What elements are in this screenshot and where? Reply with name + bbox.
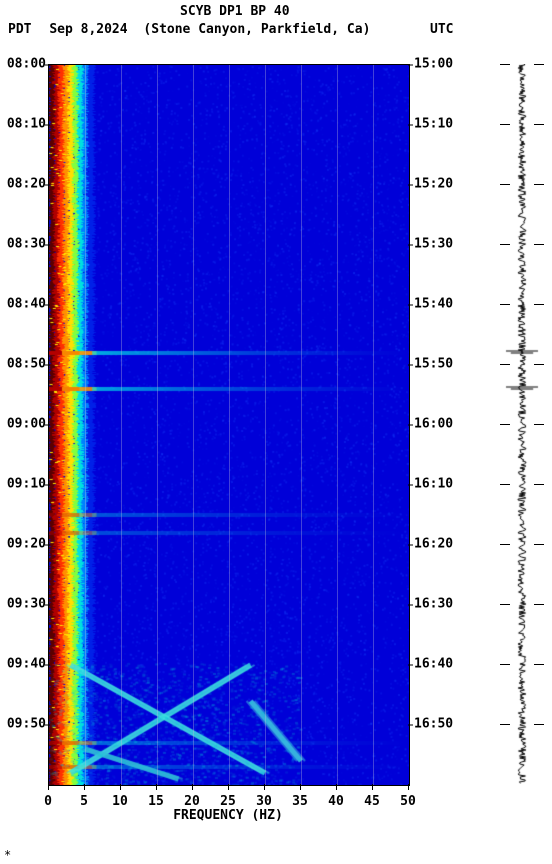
waveform-tick	[500, 364, 510, 365]
x-tick-mark	[120, 784, 121, 790]
x-tick-label: 40	[328, 794, 344, 809]
waveform-tick	[534, 364, 544, 365]
waveform-tick	[534, 604, 544, 605]
y-tick-right: 16:40	[414, 657, 464, 672]
gridline-vertical	[337, 65, 338, 785]
y-tick-left: 09:20	[0, 537, 46, 552]
x-tick-mark	[228, 784, 229, 790]
waveform-tick	[500, 724, 510, 725]
y-tick-left: 08:40	[0, 297, 46, 312]
y-tick-right: 15:20	[414, 177, 464, 192]
x-tick-label: 25	[220, 794, 236, 809]
x-tick-mark	[408, 784, 409, 790]
y-tick-right: 15:00	[414, 57, 464, 72]
x-tick-label: 5	[80, 794, 88, 809]
y-tick-left: 09:10	[0, 477, 46, 492]
date-label: Sep 8,2024	[49, 22, 127, 37]
gridline-vertical	[373, 65, 374, 785]
x-tick-mark	[48, 784, 49, 790]
waveform-tick	[534, 304, 544, 305]
waveform-tick	[500, 484, 510, 485]
waveform-tick	[500, 544, 510, 545]
gridline-vertical	[157, 65, 158, 785]
location-label: (Stone Canyon, Parkfield, Ca)	[143, 22, 370, 37]
y-axis-right: 15:0015:1015:2015:3015:4015:5016:0016:10…	[414, 64, 464, 784]
x-tick-label: 30	[256, 794, 272, 809]
x-tick-label: 0	[44, 794, 52, 809]
x-tick-mark	[336, 784, 337, 790]
waveform-tick	[500, 244, 510, 245]
y-tick-left: 09:50	[0, 717, 46, 732]
y-tick-right: 15:50	[414, 357, 464, 372]
y-tick-right: 15:40	[414, 297, 464, 312]
x-tick-mark	[192, 784, 193, 790]
gridline-vertical	[85, 65, 86, 785]
waveform-panel	[500, 64, 544, 784]
x-tick-label: 20	[184, 794, 200, 809]
waveform-tick	[534, 484, 544, 485]
x-tick-mark	[156, 784, 157, 790]
waveform-tick	[534, 64, 544, 65]
gridline-vertical	[229, 65, 230, 785]
y-tick-right: 16:50	[414, 717, 464, 732]
gridline-vertical	[301, 65, 302, 785]
y-tick-left: 09:00	[0, 417, 46, 432]
x-tick-label: 35	[292, 794, 308, 809]
waveform-tick	[500, 424, 510, 425]
waveform-tick	[534, 724, 544, 725]
gridline-vertical	[121, 65, 122, 785]
waveform-tick	[500, 664, 510, 665]
waveform-tick	[534, 244, 544, 245]
waveform-tick	[534, 544, 544, 545]
y-tick-left: 09:30	[0, 597, 46, 612]
x-tick-mark	[300, 784, 301, 790]
x-axis-label: FREQUENCY (HZ)	[48, 808, 408, 823]
y-tick-left: 08:20	[0, 177, 46, 192]
waveform-tick	[534, 664, 544, 665]
waveform-tick	[500, 604, 510, 605]
x-tick-mark	[84, 784, 85, 790]
chart-title: SCYB DP1 BP 40	[180, 4, 290, 19]
y-tick-left: 09:40	[0, 657, 46, 672]
waveform-tick	[534, 184, 544, 185]
waveform-tick	[500, 184, 510, 185]
x-tick-label: 50	[400, 794, 416, 809]
gridline-vertical	[265, 65, 266, 785]
y-tick-right: 16:20	[414, 537, 464, 552]
waveform-tick	[500, 304, 510, 305]
x-tick-label: 45	[364, 794, 380, 809]
gridline-vertical	[193, 65, 194, 785]
x-tick-label: 15	[148, 794, 164, 809]
y-tick-right: 15:30	[414, 237, 464, 252]
y-axis-left: 08:0008:1008:2008:3008:4008:5009:0009:10…	[0, 64, 46, 784]
x-tick-label: 10	[112, 794, 128, 809]
y-tick-right: 16:00	[414, 417, 464, 432]
y-tick-right: 15:10	[414, 117, 464, 132]
y-tick-left: 08:00	[0, 57, 46, 72]
tz-left-label: PDT	[8, 22, 31, 37]
waveform-tick	[534, 124, 544, 125]
waveform-tick	[534, 424, 544, 425]
y-tick-left: 08:50	[0, 357, 46, 372]
y-tick-left: 08:30	[0, 237, 46, 252]
waveform-tick	[500, 64, 510, 65]
y-tick-right: 16:30	[414, 597, 464, 612]
tz-right-label: UTC	[430, 22, 453, 37]
y-tick-right: 16:10	[414, 477, 464, 492]
x-tick-mark	[264, 784, 265, 790]
y-tick-left: 08:10	[0, 117, 46, 132]
waveform-tick	[500, 124, 510, 125]
spectrogram-plot	[48, 64, 410, 786]
footer-mark: *	[4, 848, 11, 862]
x-tick-mark	[372, 784, 373, 790]
chart-subtitle: PDT Sep 8,2024 (Stone Canyon, Parkfield,…	[8, 22, 370, 37]
